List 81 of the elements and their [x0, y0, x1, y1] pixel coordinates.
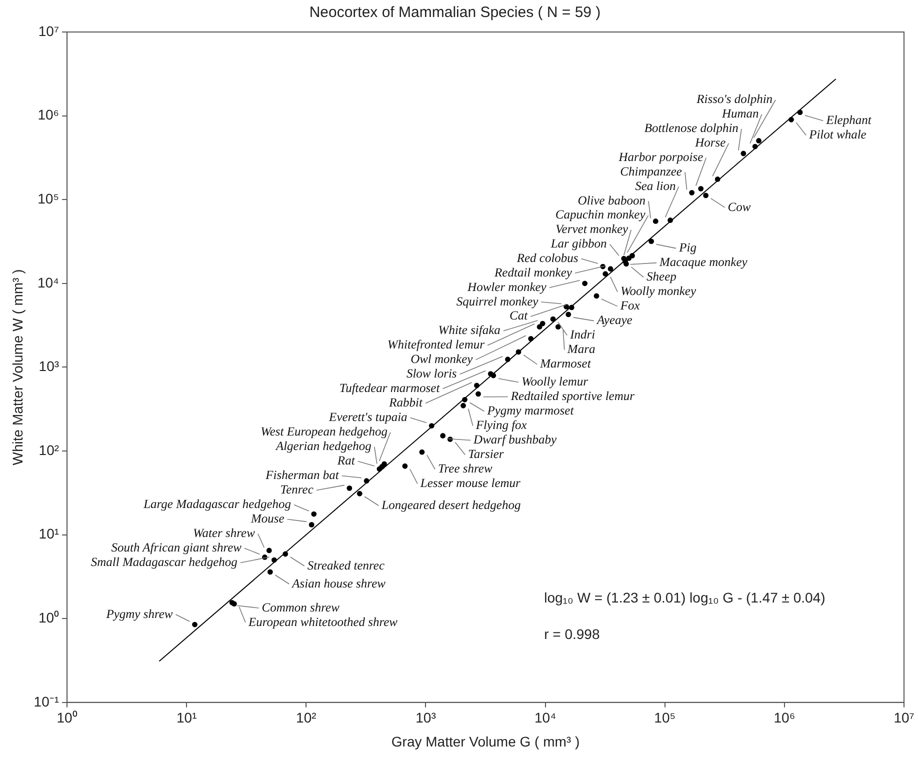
annotation: Redtail monkey	[494, 265, 572, 280]
y-tick-label: 10³	[38, 358, 60, 374]
y-tick-label: 10²	[38, 442, 60, 458]
annotation: Indri	[569, 328, 596, 342]
annotation: Bottlenose dolphin	[644, 121, 738, 136]
annotation: Whitefronted lemur	[387, 338, 485, 352]
annotation: Mara	[566, 342, 596, 356]
y-tick-label: 10⁰	[38, 609, 60, 626]
annotation: Marmoset	[539, 356, 592, 371]
annotation: Risso's dolphin	[696, 92, 773, 106]
annotation: Lesser mouse lemur	[419, 476, 521, 490]
annotation: Tuftedear marmoset	[339, 381, 440, 396]
annotation: Pygmy marmoset	[486, 404, 574, 418]
annotation: Pygmy shrew	[105, 606, 174, 621]
annotation: Rat	[336, 454, 356, 468]
annotation: Small Madagascar hedgehog	[90, 555, 238, 570]
x-axis-title: Gray Matter Volume G ( mm³ )	[391, 733, 580, 750]
annotation: Ayeaye	[596, 313, 633, 328]
annotation: Fisherman bat	[264, 468, 340, 482]
annotation: Owl monkey	[410, 352, 474, 366]
annotation: South African giant shrew	[111, 540, 242, 555]
annotation: Everett's tupaia	[328, 410, 408, 424]
annotation: Slow loris	[406, 366, 457, 381]
annotation: European whitetoothed shrew	[247, 614, 398, 629]
annotation: Tenrec	[280, 482, 314, 497]
annotation: Pig	[678, 240, 696, 255]
y-tick-label: 10⁷	[38, 22, 60, 39]
annotation: Cat	[510, 308, 528, 323]
annotation: r = 0.998	[544, 626, 600, 642]
annotation: Macaque monkey	[658, 255, 748, 270]
y-axis-title: White Matter Volume W ( mm³ )	[9, 269, 26, 466]
annotation: log₁₀ W = (1.23 ± 0.01) log₁₀ G - (1.47 ± 0.04)	[544, 589, 826, 606]
annotation: Algerian hedgehog	[274, 439, 372, 454]
annotation: Human	[720, 106, 759, 121]
annotation: Elephant	[825, 113, 872, 128]
annotation: Vervet monkey	[556, 222, 629, 236]
annotation: Squirrel monkey	[456, 294, 539, 308]
x-tick-label: 10¹	[176, 710, 198, 726]
annotation: Olive baboon	[578, 193, 646, 208]
x-tick-label: 10⁷	[894, 710, 914, 726]
y-tick-label: 10⁶	[38, 106, 60, 123]
x-tick-label: 10⁰	[56, 710, 78, 726]
annotation: Streaked tenrec	[307, 558, 385, 572]
annotation: Lar gibbon	[550, 236, 607, 251]
annotation: White sifaka	[438, 323, 500, 338]
x-tick-label: 10³	[416, 710, 436, 726]
y-tick-label: 10⁴	[37, 274, 60, 290]
annotation: West European hedgehog	[260, 424, 388, 439]
annotation: Water shrew	[192, 526, 256, 540]
annotation: Chimpanzee	[620, 164, 682, 178]
chart-title: Neocortex of Mammalian Species ( N = 59 )	[309, 4, 601, 22]
annotation: Asian house shrew	[291, 576, 386, 590]
x-tick-label: 10⁴	[534, 710, 556, 726]
annotation: Mouse	[250, 512, 285, 526]
y-tick-label: 10⁵	[38, 190, 60, 206]
annotation: Fox	[619, 298, 640, 313]
x-tick-label: 10⁶	[774, 710, 796, 726]
annotation: Flying fox	[474, 418, 528, 432]
annotation: Horse	[694, 136, 726, 150]
annotation: Rabbit	[388, 396, 424, 410]
x-tick-label: 10⁵	[654, 710, 676, 726]
annotation: Tree shrew	[438, 462, 493, 476]
annotation: Redtailed sportive lemur	[510, 389, 635, 404]
annotation: Common shrew	[262, 600, 340, 614]
annotation: Tarsier	[468, 447, 504, 462]
annotation: Capuchin monkey	[555, 208, 646, 222]
y-tick-label: 10¹	[38, 526, 60, 542]
annotation: Woolly monkey	[620, 284, 696, 298]
annotation: Sea lion	[635, 178, 676, 193]
annotation: Sheep	[646, 270, 676, 284]
y-tick-label: 10⁻¹	[34, 693, 60, 710]
annotation: Woolly lemur	[521, 374, 588, 389]
annotation: Cow	[728, 200, 752, 214]
annotation: Pilot whale	[808, 128, 867, 142]
annotation: Harbor porpoise	[618, 150, 704, 164]
x-tick-label: 10²	[296, 710, 317, 726]
annotation: Red colobus	[516, 251, 578, 266]
annotation: Large Madagascar hedgehog	[142, 497, 292, 512]
annotation: Dwarf bushbaby	[472, 432, 557, 447]
annotation: Longeared desert hedgehog	[380, 498, 521, 512]
annotation: Howler monkey	[466, 280, 547, 294]
